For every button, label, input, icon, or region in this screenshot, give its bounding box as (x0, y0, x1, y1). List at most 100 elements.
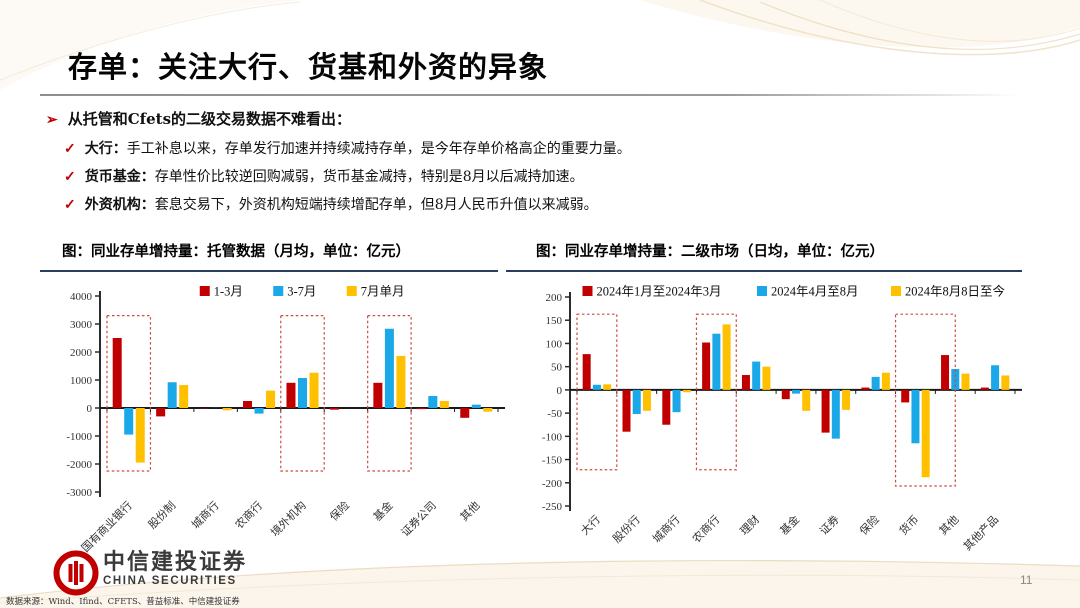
category-label: 大行 (578, 512, 603, 537)
bar (881, 372, 890, 390)
y-tick-label: 150 (546, 315, 563, 327)
y-tick-label: -2000 (66, 459, 92, 471)
highlight-box (695, 313, 737, 471)
category-label: 境外机构 (268, 498, 309, 539)
bar (286, 382, 296, 408)
page-title: 存单：关注大行、货基和外资的异象 (68, 52, 549, 84)
category-label: 证券 (816, 512, 841, 537)
bullet-item-waizijigou: ✓ 外资机构：套息交易下，外资机构短端持续增配存单，但8月人民币升值以来减弱。 (64, 194, 598, 214)
bar (329, 408, 339, 410)
legend-label: 3-7月 (287, 285, 316, 299)
category-label: 其他产品 (960, 512, 1001, 553)
highlight-box (576, 313, 618, 471)
bullet-text: 存单性价比较逆回购减弱，货币基金减持，特别是8月以后减持加速。 (154, 169, 584, 185)
bar (622, 389, 631, 432)
right-chart: -250 -200 -150 -100 -50 0 50 100 150 200 大行 股份行 城商行农… (520, 284, 1076, 579)
bar (961, 373, 970, 390)
bar (831, 389, 840, 439)
legend-swatch (891, 286, 901, 296)
bullet-text: 手工补息以来，存单发行加速并持续减持存单，是今年存单价格高企的重要力量。 (126, 141, 631, 157)
category-label: 农商行 (232, 498, 265, 531)
bar (592, 384, 601, 390)
brand-chinese-name: 中信建投证券 (103, 549, 248, 575)
highlight-box (280, 315, 325, 472)
bar (416, 408, 426, 410)
bar (124, 408, 134, 435)
category-label: 其他 (458, 499, 483, 524)
bar (309, 372, 319, 408)
y-tick-label: 100 (546, 338, 563, 350)
bar (298, 378, 307, 408)
arrow-bullet-icon: ➢ (46, 112, 58, 128)
left-chart-title: 图：同业存单增持量：托管数据（月均，单位：亿元） (40, 240, 498, 272)
bar (722, 324, 731, 390)
bar (781, 389, 790, 400)
category-label: 货币 (896, 512, 921, 537)
y-tick-label: 0 (87, 403, 93, 415)
bar (384, 328, 394, 408)
category-label: 城商行 (649, 512, 682, 545)
bar (842, 389, 851, 410)
bar (254, 408, 264, 414)
bar (167, 382, 177, 408)
bar (762, 366, 771, 390)
category-label: 基金 (777, 512, 802, 537)
category-label: 基金 (370, 498, 395, 523)
legend-swatch (199, 286, 210, 296)
bullet-item-huobijijin: ✓ 货币基金：存单性价比较逆回购减弱，货币基金减持，特别是8月以后减持加速。 (64, 166, 584, 186)
legend-swatch (582, 286, 593, 296)
bar (802, 389, 811, 411)
check-icon: ✓ (64, 141, 76, 157)
bullet-lead: ➢ 从托管和Cfets的二级交易数据不难看出： (46, 108, 351, 129)
bar (396, 355, 406, 408)
legend-label: 1-3月 (214, 285, 243, 299)
bar (662, 389, 671, 425)
bar (980, 387, 989, 390)
title-underline (40, 94, 1020, 96)
legend-label: 2024年8月8日至今 (905, 284, 1006, 299)
bullet-label: 货币基金： (84, 169, 155, 185)
category-label: 农商行 (689, 512, 722, 545)
y-tick-label: 50 (551, 362, 563, 374)
category-label: 股份行 (610, 513, 643, 546)
bar (460, 408, 470, 418)
highlight-box (894, 313, 956, 487)
bar (471, 404, 481, 408)
bar (921, 389, 930, 478)
highlight-box (106, 315, 152, 472)
bar (582, 354, 591, 390)
bar (112, 338, 122, 408)
legend-label: 7月单月 (361, 285, 405, 299)
legend-swatch (273, 286, 284, 296)
bar (752, 361, 761, 390)
data-source-note: 数据来源：Wind、Ifind、CFETS、普益标准、中信建投证券 (6, 597, 240, 607)
bar (135, 408, 145, 463)
china-securities-logo-icon (53, 550, 99, 596)
y-tick-label: 200 (546, 292, 563, 304)
bar (632, 389, 641, 415)
bar (243, 401, 253, 408)
y-tick-label: 4000 (70, 291, 93, 303)
bar-chart-svg: -250 -200 -150 -100 -50 0 50 100 150 200 大行 股份行 城商行农… (542, 284, 1022, 553)
bullet-lead-text: 从托管和Cfets的二级交易数据不难看出： (67, 110, 352, 128)
bar (941, 355, 950, 390)
category-label: 保险 (856, 512, 881, 537)
y-tick-label: -100 (542, 431, 563, 443)
highlight-box (367, 315, 412, 472)
brand-text: 中信建投证券 CHINA SECURITIES (103, 551, 247, 588)
bar (483, 408, 493, 412)
bar (642, 389, 651, 411)
category-label: 其他 (937, 513, 962, 538)
legend-swatch (757, 286, 767, 296)
y-tick-label: -250 (542, 501, 563, 513)
legend-label: 2024年1月至2024年3月 (597, 285, 722, 299)
bar-chart-svg: -3000 -2000 -1000 0 1000 2000 3000 4000 国有商业银行 股份… (66, 285, 505, 555)
bar (712, 333, 721, 390)
left-chart: -3000 -2000 -1000 0 1000 2000 3000 4000 国有商业银行 股份… (56, 284, 516, 579)
bar (439, 401, 449, 408)
bullet-text: 套息交易下，外资机构短端持续增配存单，但8月人民币升值以来减弱。 (154, 197, 598, 213)
page-number: 11 (1020, 573, 1033, 587)
bar (861, 387, 870, 390)
bar (179, 385, 189, 408)
bar (741, 375, 750, 390)
